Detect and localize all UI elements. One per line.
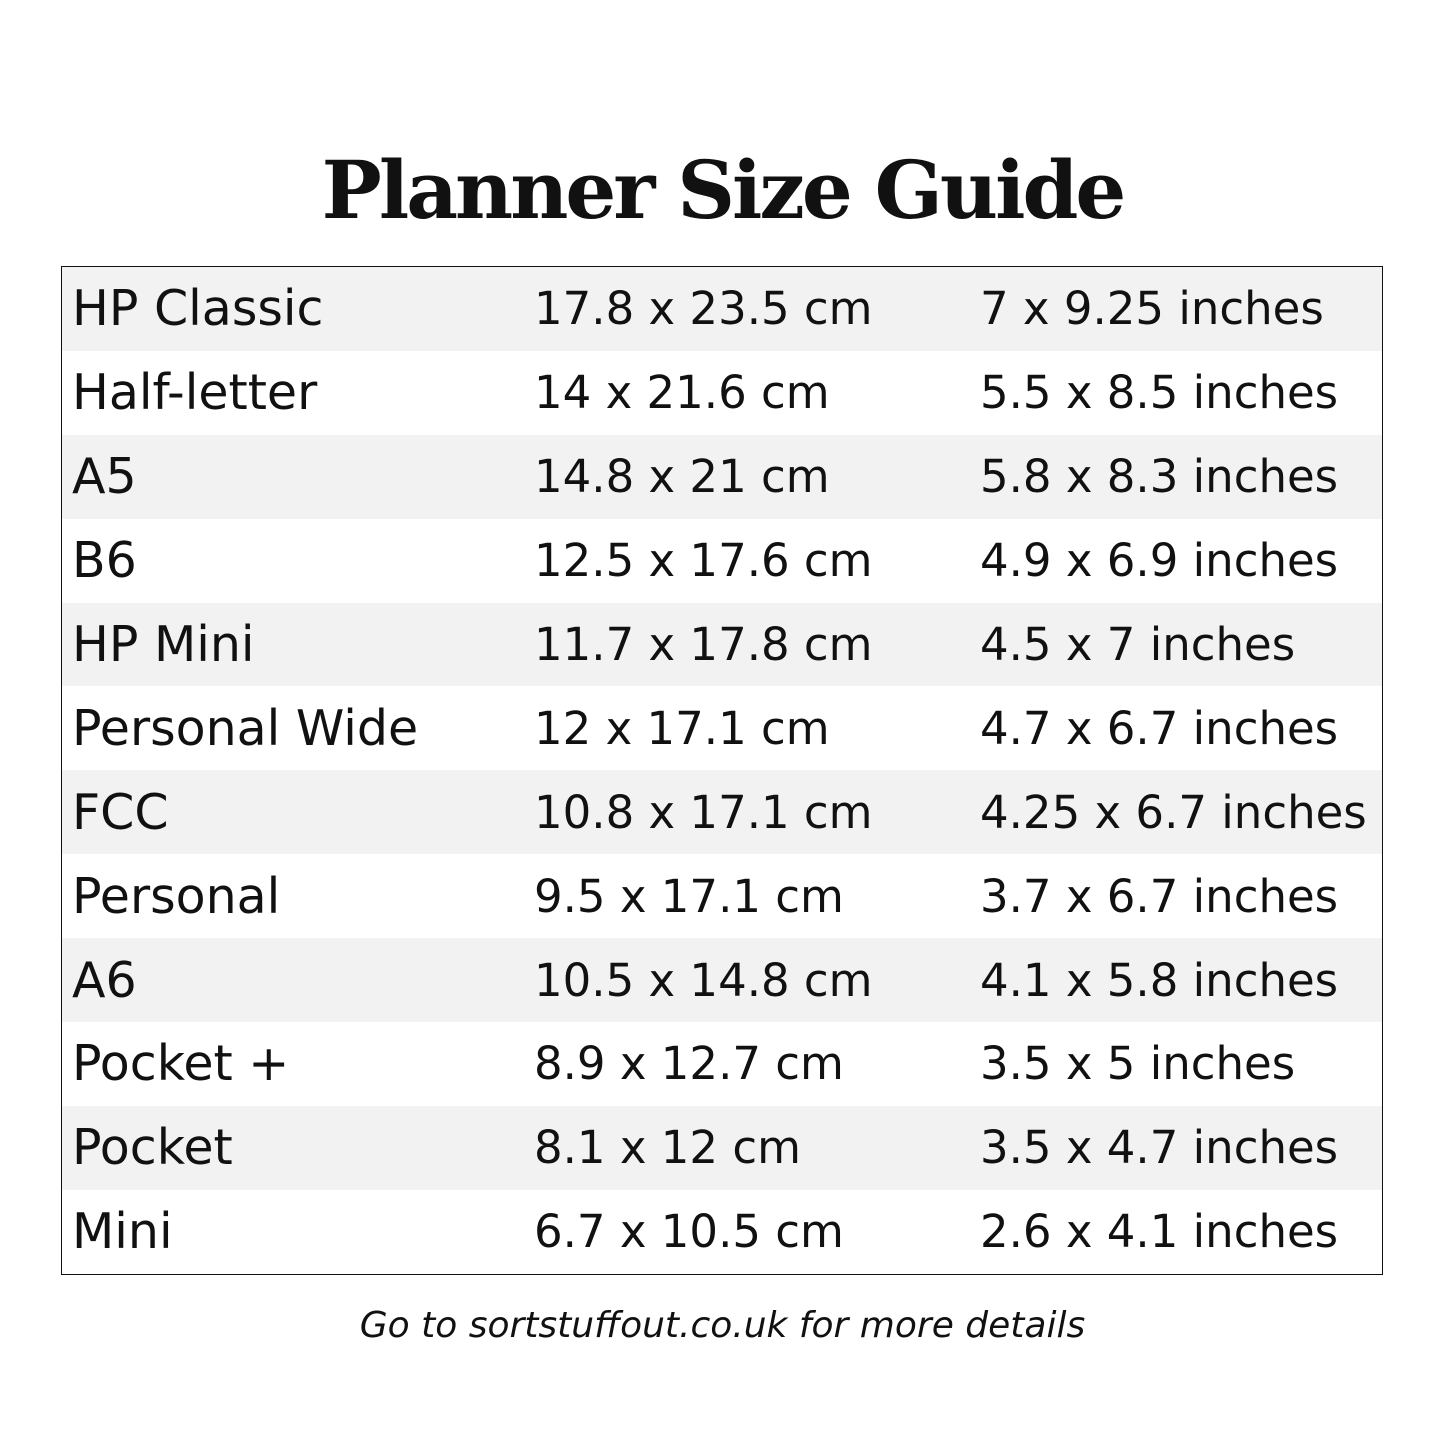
table-row: FCC 10.8 x 17.1 cm 4.25 x 6.7 inches	[61, 770, 1383, 855]
footer-note: Go to sortstuffout.co.uk for more detail…	[359, 1305, 1086, 1346]
table-cell: 14 x 21.6 cm	[534, 366, 830, 420]
table-cell: A5	[61, 434, 524, 519]
table-cell: B6	[72, 532, 137, 590]
table-cell: 7 x 9.25 inches	[970, 266, 1383, 351]
table-row: A6 10.5 x 14.8 cm 4.1 x 5.8 inches	[61, 938, 1383, 1023]
table-row: Pocket + 8.9 x 12.7 cm 3.5 x 5 inches	[62, 1022, 1383, 1106]
table-cell: 11.7 x 17.8 cm	[524, 602, 970, 687]
table-cell: 14.8 x 21 cm	[524, 434, 970, 519]
table-cell: Pocket +	[72, 1035, 290, 1093]
table-row: Personal 9.5 x 17.1 cm 3.7 x 6.7 inches	[62, 854, 1383, 938]
table-row: HP Classic 17.8 x 23.5 cm 7 x 9.25 inches	[61, 266, 1383, 351]
table-cell: Pocket	[61, 1105, 524, 1190]
table-row: A5 14.8 x 21 cm 5.8 x 8.3 inches	[61, 434, 1383, 519]
table-row: HP Mini 11.7 x 17.8 cm 4.5 x 7 inches	[61, 602, 1383, 687]
table-cell: 12.5 x 17.6 cm	[534, 534, 873, 588]
table-cell: 6.7 x 10.5 cm	[534, 1205, 844, 1259]
size-table: HP Classic 17.8 x 23.5 cm 7 x 9.25 inches H…	[61, 266, 1383, 1275]
table-row: Half-letter 14 x 21.6 cm 5.5 x 8.5 inches	[62, 351, 1383, 435]
table-cell: 8.1 x 12 cm	[524, 1105, 970, 1190]
table-cell: 4.5 x 7 inches	[970, 602, 1383, 687]
table-cell: 5.5 x 8.5 inches	[980, 366, 1339, 420]
table-cell: 4.7 x 6.7 inches	[980, 701, 1339, 755]
table-cell: 4.9 x 6.9 inches	[980, 534, 1339, 588]
table-cell: 3.5 x 4.7 inches	[970, 1105, 1383, 1190]
table-cell: 10.5 x 14.8 cm	[524, 938, 970, 1023]
title: Planner Size Guide	[321, 143, 1127, 237]
table-cell: FCC	[61, 770, 524, 855]
table-cell: A6	[61, 938, 524, 1023]
table-cell: 4.25 x 6.7 inches	[970, 770, 1383, 855]
table-cell: Half-letter	[72, 364, 318, 422]
table-row: B6 12.5 x 17.6 cm 4.9 x 6.9 inches	[62, 519, 1383, 603]
table-cell: HP Classic	[61, 266, 524, 351]
table-row: Mini 6.7 x 10.5 cm 2.6 x 4.1 inches	[62, 1190, 1383, 1274]
table-cell: 12 x 17.1 cm	[534, 701, 830, 755]
table-cell: 3.7 x 6.7 inches	[980, 869, 1339, 923]
table-cell: 4.1 x 5.8 inches	[970, 938, 1383, 1023]
table-row: Personal Wide 12 x 17.1 cm 4.7 x 6.7 inche…	[62, 686, 1383, 770]
table-cell: HP Mini	[61, 602, 524, 687]
table-row: Pocket 8.1 x 12 cm 3.5 x 4.7 inches	[61, 1105, 1383, 1190]
table-cell: Mini	[72, 1203, 173, 1261]
table-cell: Personal Wide	[72, 699, 419, 757]
table-cell: 3.5 x 5 inches	[980, 1037, 1296, 1091]
table-cell: 5.8 x 8.3 inches	[970, 434, 1383, 519]
table-cell: 10.8 x 17.1 cm	[524, 770, 970, 855]
table-cell: 9.5 x 17.1 cm	[534, 869, 844, 923]
table-cell: Personal	[72, 867, 281, 925]
table-cell: 17.8 x 23.5 cm	[524, 266, 970, 351]
table-cell: 2.6 x 4.1 inches	[980, 1205, 1339, 1259]
table-cell: 8.9 x 12.7 cm	[534, 1037, 844, 1091]
